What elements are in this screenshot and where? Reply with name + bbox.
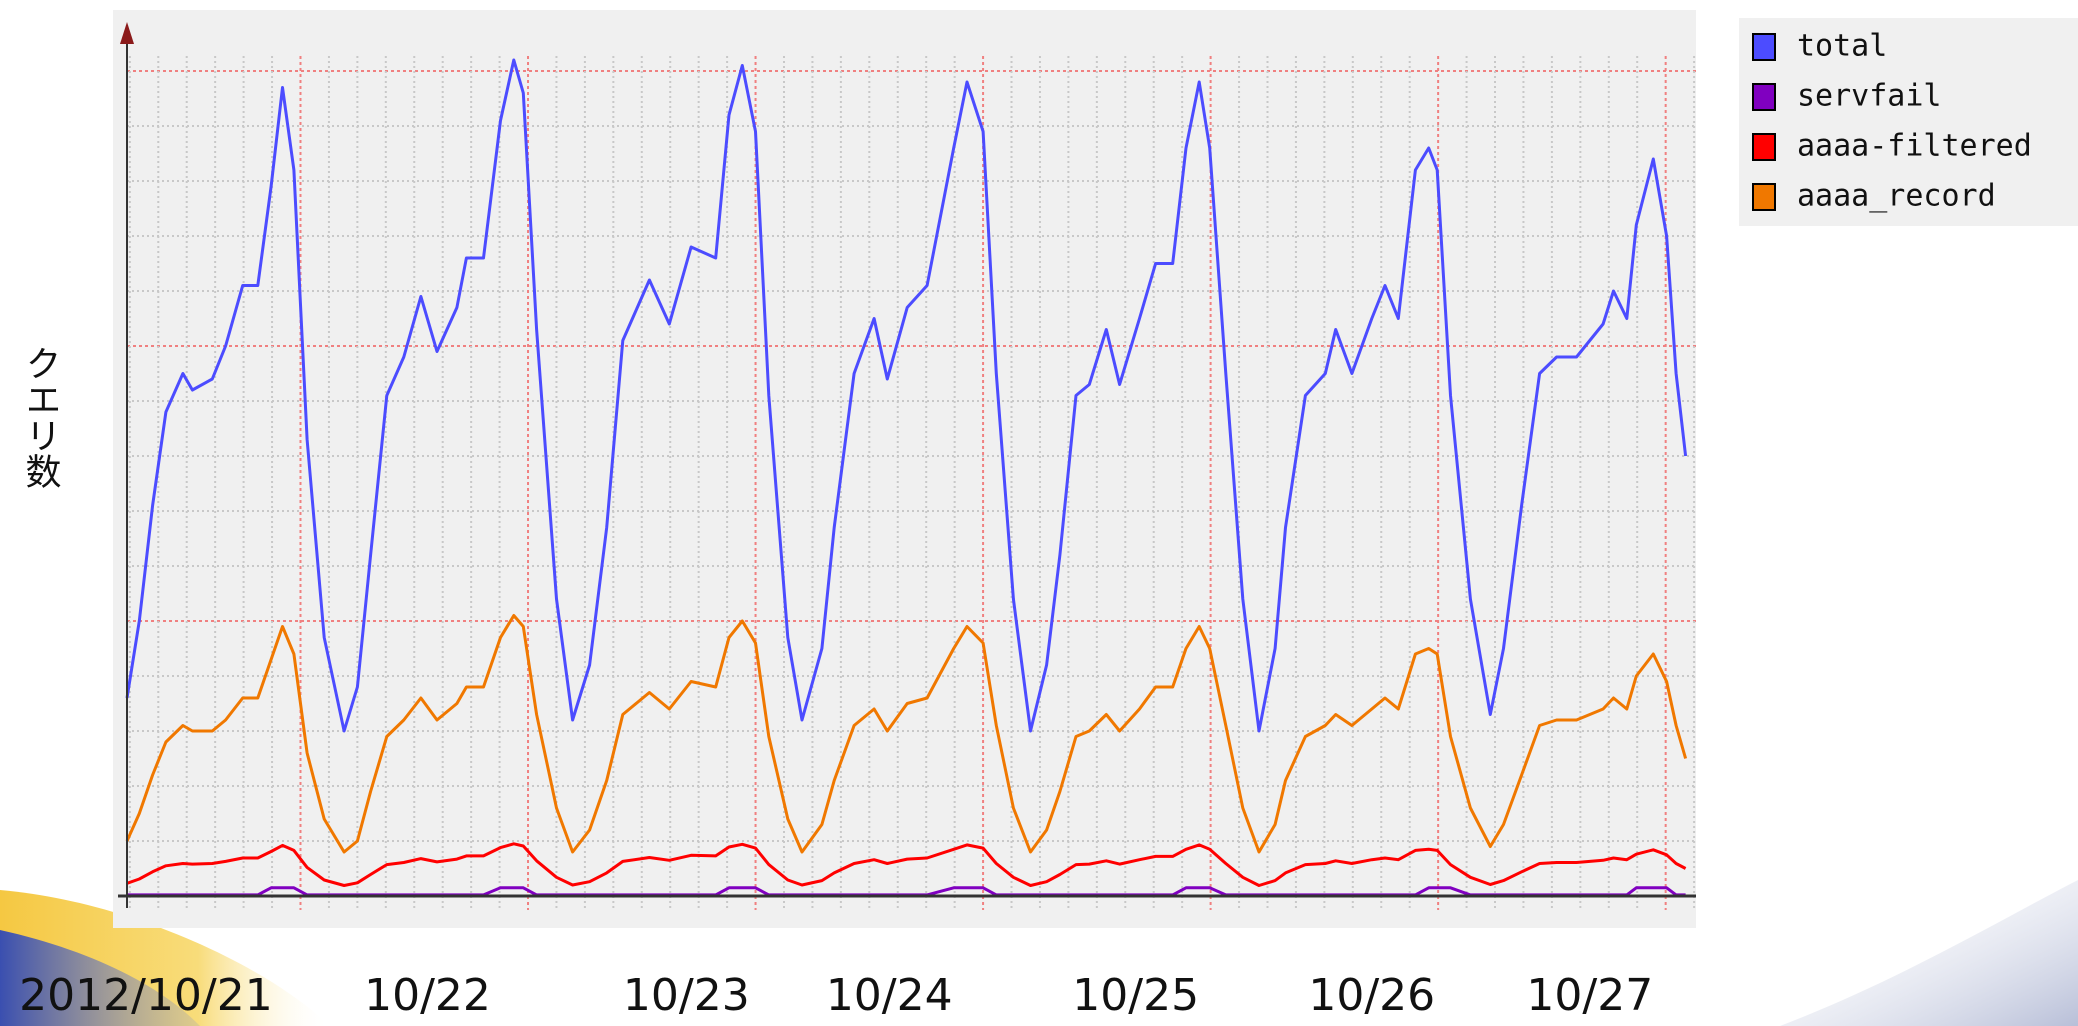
y-axis-arrow (120, 22, 134, 44)
x-labels: 2012/10/21 10/22 10/23 10/24 10/25 10/26 10/27 (19, 970, 1653, 1021)
legend-swatch (1752, 33, 1776, 61)
legend-swatch (1752, 183, 1776, 211)
legend-label: aaaa-filtered (1797, 129, 2032, 164)
legend: total servfail aaaa-filtered aaaa_record (1752, 29, 2032, 214)
x-tick-label: 10/22 (364, 970, 491, 1021)
series-line (125, 58, 1688, 733)
axes (118, 22, 1696, 908)
legend-label: aaaa_record (1797, 179, 1996, 214)
x-tick-label: 10/27 (1526, 970, 1653, 1021)
x-tick-label: 2012/10/21 (19, 970, 273, 1021)
x-tick-label: 10/25 (1072, 970, 1199, 1021)
x-tick-label: 10/24 (826, 970, 953, 1021)
legend-swatch (1752, 133, 1776, 161)
x-tick-label: 10/23 (623, 970, 750, 1021)
series-line (125, 614, 1688, 854)
series-line (126, 842, 1687, 887)
legend-label: servfail (1797, 79, 1942, 114)
background-swoosh (1780, 880, 2078, 1026)
legend-background (1739, 18, 2078, 226)
legend-swatch (1752, 83, 1776, 111)
grid (127, 56, 1696, 910)
x-tick-label: 10/26 (1308, 970, 1435, 1021)
legend-label: total (1797, 29, 1887, 64)
y-axis-title: クエリ数 (20, 345, 61, 489)
background-swoosh (0, 930, 200, 1026)
